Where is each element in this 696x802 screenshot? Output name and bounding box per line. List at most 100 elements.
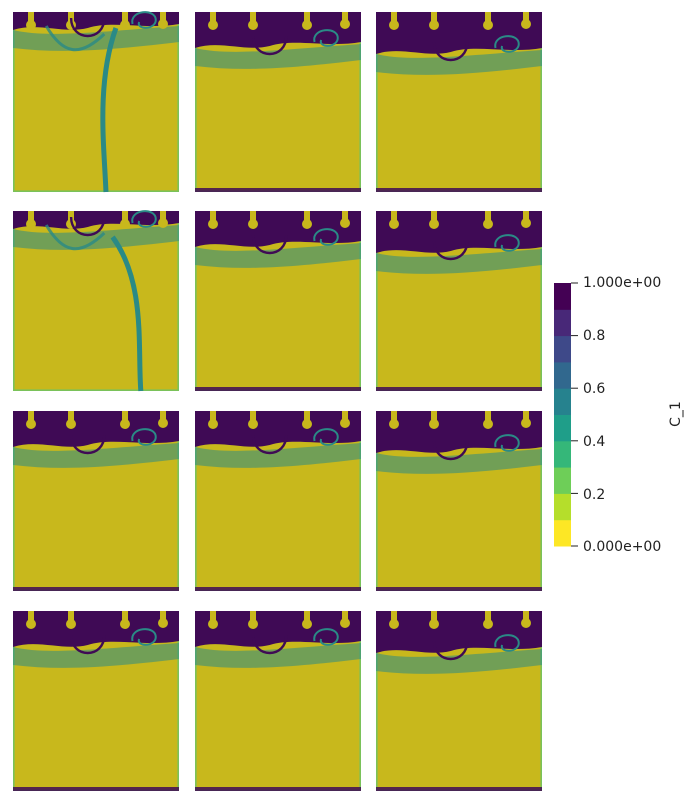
- inlet-finger: [304, 611, 310, 621]
- inlet-finger: [210, 611, 216, 621]
- panel-r1-c1: [13, 11, 179, 193]
- plume-cap: [69, 17, 106, 38]
- bottom-layer: [195, 387, 361, 391]
- inlet-drop: [340, 618, 350, 628]
- inlet-finger: [250, 211, 256, 221]
- inlet-drop: [26, 20, 36, 30]
- mixing-zone: [195, 643, 361, 668]
- top-dense-layer: [195, 411, 361, 447]
- inlet-drop: [521, 618, 531, 628]
- bottom-layer: [195, 587, 361, 591]
- inlet-finger: [250, 12, 256, 22]
- colorbar-title: C_1: [668, 401, 684, 427]
- top-dense-layer: [195, 211, 361, 247]
- mixing-zone: [13, 443, 179, 468]
- inlet-finger: [485, 411, 491, 421]
- inlet-drop: [389, 619, 399, 629]
- inlet-drop: [26, 419, 36, 429]
- inlet-drop: [26, 619, 36, 629]
- inlet-finger: [122, 411, 128, 421]
- inlet-finger: [431, 12, 437, 22]
- top-dense-layer: [376, 611, 542, 653]
- panel-r3-c3: [376, 411, 542, 591]
- inlet-finger: [68, 12, 74, 22]
- bottom-layer: [376, 787, 542, 791]
- plume-stalk: [110, 235, 144, 392]
- inlet-drop: [120, 419, 130, 429]
- vortex: [131, 210, 157, 228]
- inlet-drop: [483, 20, 493, 30]
- inlet-drop: [389, 20, 399, 30]
- vortex: [313, 228, 339, 246]
- panel-r1-c2: [195, 12, 361, 192]
- inlet-drop: [340, 19, 350, 29]
- colorbar-tick-label: 0.6: [583, 381, 605, 397]
- inlet-drop: [120, 619, 130, 629]
- vortex: [494, 434, 520, 452]
- inlet-drop: [521, 418, 531, 428]
- plume-cap: [432, 440, 469, 461]
- top-dense-layer: [376, 411, 542, 453]
- plume-cap: [251, 434, 288, 455]
- vortex: [494, 35, 520, 53]
- plume-arm: [44, 224, 106, 251]
- colorbar-ticks: 1.000e+00 0.8 0.6 0.4 0.2 0.000e+00: [571, 275, 661, 555]
- inlet-finger: [160, 12, 166, 21]
- inlet-finger: [160, 411, 166, 420]
- inlet-finger: [304, 411, 310, 421]
- inlet-finger: [28, 411, 34, 421]
- colorbar-band: [554, 440, 571, 468]
- panel-r3-c1: [13, 411, 179, 591]
- inlet-drop: [158, 418, 168, 428]
- mixing-zone: [13, 225, 179, 250]
- plume-cap: [432, 640, 469, 661]
- panel-r4-c1: [13, 611, 179, 791]
- inlet-drop: [389, 419, 399, 429]
- inlet-finger: [304, 12, 310, 22]
- colorbar-band: [554, 361, 571, 389]
- colorbar-tick-label: 0.8: [583, 328, 605, 344]
- panel-r4-c3: [376, 611, 542, 791]
- inlet-drop: [26, 219, 36, 229]
- vortex: [313, 428, 339, 446]
- inlet-drop: [521, 19, 531, 29]
- inlet-drop: [340, 218, 350, 228]
- top-dense-layer: [13, 12, 179, 30]
- inlet-drop: [208, 219, 218, 229]
- panel-grid: [13, 11, 542, 791]
- inlet-drop: [208, 419, 218, 429]
- colorbar-bands: [554, 283, 571, 547]
- inlet-finger: [431, 411, 437, 421]
- inlet-drop: [66, 619, 76, 629]
- inlet-finger: [122, 211, 128, 221]
- panel-r1-c3: [376, 12, 542, 192]
- top-dense-layer: [195, 611, 361, 647]
- vortex: [131, 628, 157, 646]
- inlet-finger: [304, 211, 310, 221]
- bottom-layer: [13, 587, 179, 591]
- inlet-finger: [342, 12, 348, 21]
- inlet-drop: [483, 619, 493, 629]
- vortex: [494, 234, 520, 252]
- inlet-drop: [158, 618, 168, 628]
- inlet-drop: [429, 20, 439, 30]
- inlet-finger: [28, 211, 34, 221]
- colorbar-tick-label: 0.4: [583, 434, 605, 450]
- mixing-zone: [13, 643, 179, 668]
- plume-stalk: [100, 27, 119, 193]
- inlet-drop: [302, 20, 312, 30]
- plume-cap: [69, 634, 106, 655]
- colorbar-tick-label: 1.000e+00: [583, 275, 661, 291]
- vortex: [131, 428, 157, 446]
- mixing-zone: [195, 44, 361, 69]
- colorbar-band: [554, 519, 571, 547]
- panel-r4-c2: [195, 611, 361, 791]
- inlet-finger: [431, 211, 437, 221]
- vortex: [494, 634, 520, 652]
- bottom-layer: [376, 387, 542, 391]
- inlet-drop: [429, 419, 439, 429]
- plume-cap: [251, 234, 288, 255]
- plume-cap: [69, 434, 106, 455]
- inlet-drop: [429, 619, 439, 629]
- inlet-finger: [431, 611, 437, 621]
